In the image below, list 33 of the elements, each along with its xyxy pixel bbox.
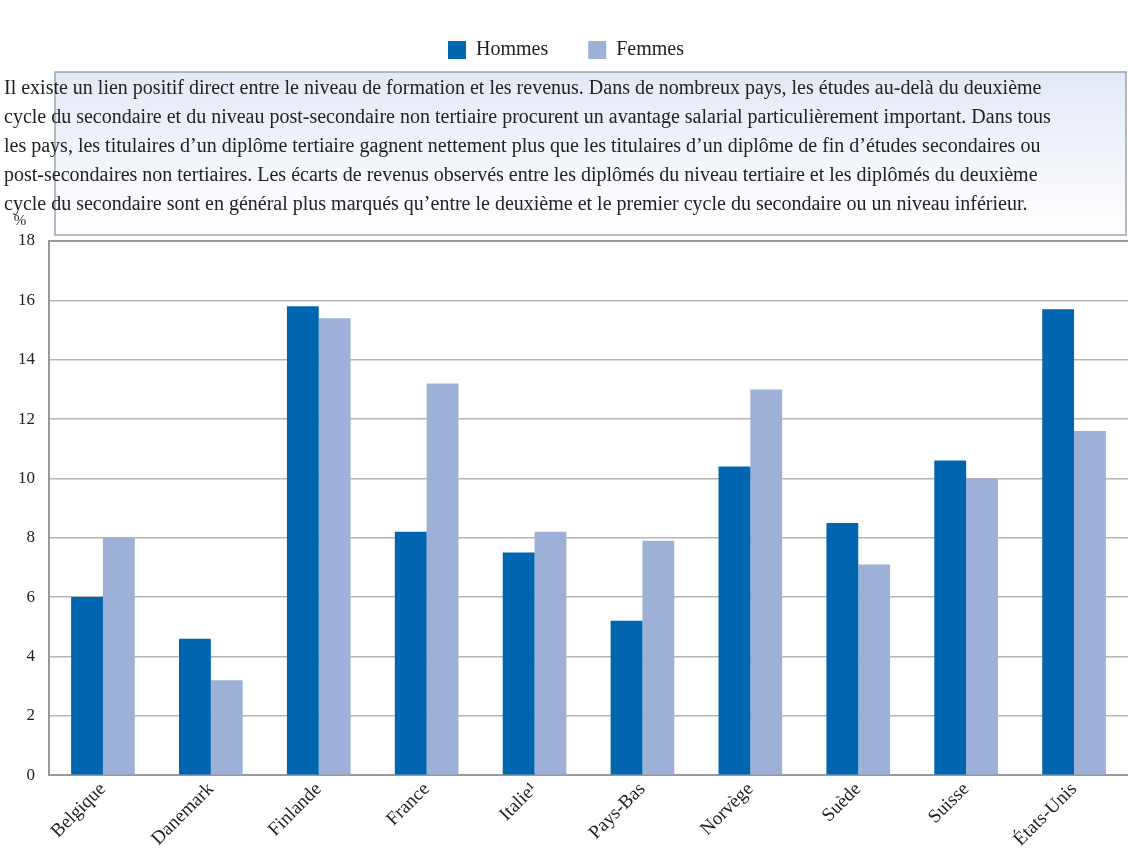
y-tick-label: 12 (18, 408, 35, 428)
y-tick-label: 10 (18, 467, 35, 487)
bar (750, 389, 783, 775)
bar (426, 383, 459, 775)
bar (610, 620, 643, 775)
bar (102, 537, 135, 775)
bar (966, 478, 998, 775)
bar (1074, 430, 1106, 775)
bar (934, 460, 967, 775)
bar (394, 531, 427, 775)
y-tick-label: 2 (26, 705, 35, 725)
y-tick-label: 4 (26, 645, 36, 665)
bar (71, 597, 103, 775)
bar (858, 564, 891, 775)
legend-label: Hommes (476, 37, 549, 60)
bar (179, 638, 211, 775)
bar (502, 552, 535, 775)
bar (286, 306, 319, 775)
bar (534, 531, 567, 775)
y-tick-label: 6 (26, 586, 35, 606)
text: Il existe un lien positif direct entre le niveau de formation et les revenus. Dans de nombreux pays, les études au-delà du deuxième cycle du secondaire et du niveau post-secondaire non tertiaire procurent un avantage salarial particulièrement important. Dans tous les pays, les titulaires d’un diplôme tertiaire gagnent nettement plus que les titulaires d’un diplôme de fin d’études secondaires ou post-secondaires non tertiaires. Les écarts de revenus observés entre les diplômés du niveau tertiaire et les diplômés du deuxième cycle du secondaire sont en général plus marqués qu’entre le deuxième et le premier cycle du secondaire ou un niveau inférieur. (4, 75, 1052, 215)
bar (718, 466, 751, 775)
bar (1042, 309, 1075, 775)
y-tick-label: 0 (26, 764, 35, 784)
bar (318, 318, 351, 775)
y-tick-label: 8 (26, 527, 35, 547)
bar (642, 540, 675, 775)
y-tick-label: 18 (18, 230, 35, 250)
bar (826, 522, 859, 775)
y-tick-label: 14 (18, 349, 36, 369)
legend-label: Femmes (616, 37, 685, 60)
y-tick-label: 16 (18, 289, 35, 309)
bar (210, 680, 243, 775)
